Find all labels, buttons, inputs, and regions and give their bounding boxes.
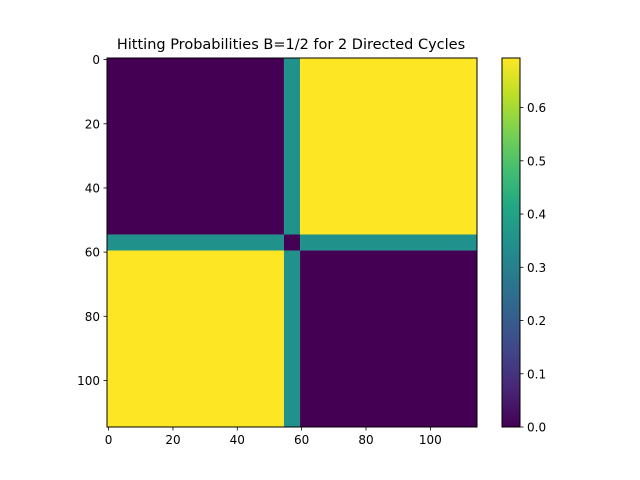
colorbar-tick-label: 0.4 — [527, 208, 546, 222]
heatmap-cell-center-cell — [283, 234, 301, 251]
colorbar-tick-label: 0.1 — [527, 367, 546, 381]
x-axis: 0 20 40 60 80 100 — [105, 427, 442, 447]
heatmap-cell-bottom-vertical-band — [283, 250, 301, 427]
colorbar-tick-label: 0.0 — [527, 421, 546, 435]
colorbar-frame — [501, 57, 521, 428]
colorbar-tick-label: 0.6 — [527, 101, 546, 115]
y-tick-label: 40 — [85, 181, 100, 195]
y-tick-label: 20 — [85, 117, 100, 131]
heatmap-cell-left-horizontal-band — [107, 234, 284, 251]
y-tick-label: 0 — [92, 53, 100, 67]
colorbar — [502, 58, 520, 427]
y-tick-label: 60 — [85, 246, 100, 260]
heatmap-cell-bottom-right-block — [300, 250, 477, 427]
heatmap-cell-top-right-block — [300, 58, 477, 235]
heatmap-cell-top-vertical-band — [283, 58, 301, 235]
colorbar-tick-label: 0.3 — [527, 261, 546, 275]
y-tick-label: 80 — [85, 310, 100, 324]
heatmap-cell-right-horizontal-band — [300, 234, 477, 251]
x-tick-label: 80 — [358, 433, 373, 447]
colorbar-tick-label: 0.2 — [527, 314, 546, 328]
colorbar-axis: 0.0 0.1 0.2 0.3 0.4 0.5 0.6 — [520, 101, 546, 435]
x-tick-label: 40 — [230, 433, 245, 447]
x-tick-label: 60 — [294, 433, 309, 447]
heatmap-cells — [107, 58, 477, 427]
x-tick-label: 0 — [105, 433, 113, 447]
heatmap-cell-top-left-block — [107, 58, 284, 235]
y-tick-label: 100 — [77, 374, 100, 388]
chart-title: Hitting Probabilities B=1/2 for 2 Direct… — [117, 37, 465, 53]
colorbar-tick-label: 0.5 — [527, 154, 546, 168]
heatmap-cell-bottom-left-block — [107, 250, 284, 427]
y-axis: 0 20 40 60 80 100 — [77, 53, 107, 388]
x-tick-label: 100 — [419, 433, 442, 447]
plot-frame — [106, 57, 478, 428]
x-tick-label: 20 — [165, 433, 180, 447]
